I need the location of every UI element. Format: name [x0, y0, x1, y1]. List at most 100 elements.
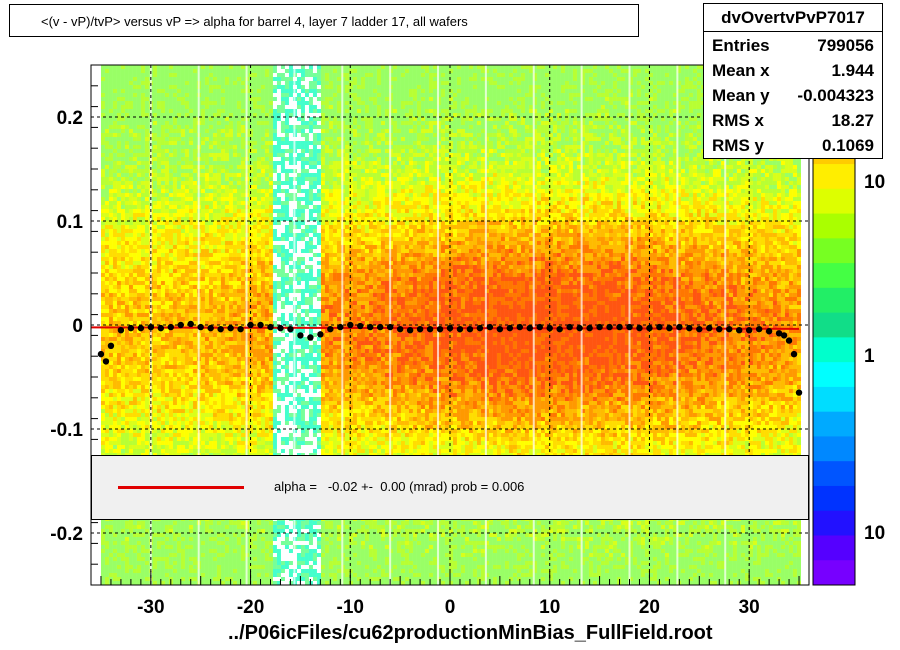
heatmap-cell: [220, 349, 225, 353]
heatmap-cell: [176, 113, 181, 117]
heatmap-cell: [212, 409, 217, 413]
heatmap-cell: [104, 81, 109, 85]
heatmap-cell: [228, 197, 233, 201]
heatmap-cell: [240, 437, 245, 441]
heatmap-cell: [204, 189, 209, 193]
heatmap-cell: [128, 249, 133, 253]
heatmap-cell: [116, 93, 121, 97]
heatmap-cell: [236, 533, 241, 537]
heatmap-cell: [116, 409, 121, 413]
heatmap-cell: [204, 273, 209, 277]
heatmap-cell: [160, 129, 165, 133]
heatmap-cell: [132, 333, 137, 337]
heatmap-cell: [136, 133, 141, 137]
heatmap-cell: [156, 189, 161, 193]
heatmap-cell: [232, 169, 237, 173]
heatmap-cell: [132, 545, 137, 549]
heatmap-cell: [232, 153, 237, 157]
heatmap-cell: [228, 541, 233, 545]
heatmap-cell: [212, 81, 217, 85]
heatmap-cell: [208, 109, 213, 113]
heatmap-cell: [212, 361, 217, 365]
heatmap-cell: [116, 561, 121, 565]
heatmap-cell: [216, 109, 221, 113]
heatmap-cell: [168, 553, 173, 557]
heatmap-cell: [220, 525, 225, 529]
heatmap-cell: [104, 65, 109, 69]
heatmap-cell: [212, 241, 217, 245]
heatmap-cell: [100, 77, 105, 81]
heatmap-cell: [100, 85, 105, 89]
heatmap-cell: [152, 385, 157, 389]
heatmap-cell: [180, 81, 185, 85]
heatmap-cell: [200, 305, 205, 309]
heatmap-cell: [172, 565, 177, 569]
heatmap-cell: [164, 97, 169, 101]
heatmap-cell: [228, 373, 233, 377]
heatmap-cell: [232, 165, 237, 169]
heatmap-cell: [200, 161, 205, 165]
heatmap-cell: [152, 541, 157, 545]
heatmap-cell: [172, 281, 177, 285]
heatmap-cell: [252, 273, 257, 277]
heatmap-cell: [192, 89, 197, 93]
heatmap-cell: [104, 269, 109, 273]
heatmap-cell: [232, 117, 237, 121]
heatmap-cell: [204, 157, 209, 161]
heatmap-cell: [160, 133, 165, 137]
heatmap-cell: [160, 81, 165, 85]
heatmap-cell: [116, 297, 121, 301]
heatmap-cell: [144, 397, 149, 401]
heatmap-cell: [168, 377, 173, 381]
heatmap-cell: [120, 77, 125, 81]
heatmap-cell: [188, 313, 193, 317]
heatmap-cell: [236, 225, 241, 229]
heatmap-cell: [168, 137, 173, 141]
heatmap-cell: [184, 125, 189, 129]
heatmap-cell: [212, 137, 217, 141]
heatmap-cell: [208, 245, 213, 249]
heatmap-cell: [116, 377, 121, 381]
heatmap-cell: [228, 441, 233, 445]
heatmap-cell: [240, 261, 245, 265]
heatmap-cell: [216, 189, 221, 193]
heatmap-cell: [136, 569, 141, 573]
heatmap-cell: [220, 109, 225, 113]
heatmap-cell: [208, 213, 213, 217]
heatmap-cell: [108, 161, 113, 165]
heatmap-cell: [184, 329, 189, 333]
heatmap-cell: [232, 313, 237, 317]
heatmap-cell: [176, 553, 181, 557]
heatmap-cell: [144, 445, 149, 449]
heatmap-cell: [220, 337, 225, 341]
heatmap-cell: [216, 545, 221, 549]
heatmap-cell: [252, 161, 257, 165]
heatmap-cell: [108, 89, 113, 93]
heatmap-cell: [144, 197, 149, 201]
heatmap-cell: [124, 237, 129, 241]
heatmap-cell: [228, 305, 233, 309]
heatmap-cell: [100, 93, 105, 97]
heatmap-cell: [180, 413, 185, 417]
heatmap-cell: [240, 413, 245, 417]
heatmap-cell: [144, 561, 149, 565]
heatmap-cell: [112, 301, 117, 305]
heatmap-cell: [104, 365, 109, 369]
heatmap-cell: [108, 565, 113, 569]
heatmap-cell: [152, 89, 157, 93]
heatmap-cell: [112, 561, 117, 565]
heatmap-cell: [200, 97, 205, 101]
heatmap-cell: [156, 393, 161, 397]
heatmap-cell: [144, 213, 149, 217]
heatmap-cell: [208, 525, 213, 529]
heatmap-cell: [164, 181, 169, 185]
heatmap-cell: [240, 81, 245, 85]
heatmap-cell: [136, 317, 141, 321]
heatmap-cell: [204, 329, 209, 333]
heatmap-cell: [120, 201, 125, 205]
heatmap-cell: [200, 229, 205, 233]
heatmap-cell: [156, 421, 161, 425]
heatmap-cell: [176, 129, 181, 133]
heatmap-cell: [120, 385, 125, 389]
heatmap-cell: [120, 221, 125, 225]
